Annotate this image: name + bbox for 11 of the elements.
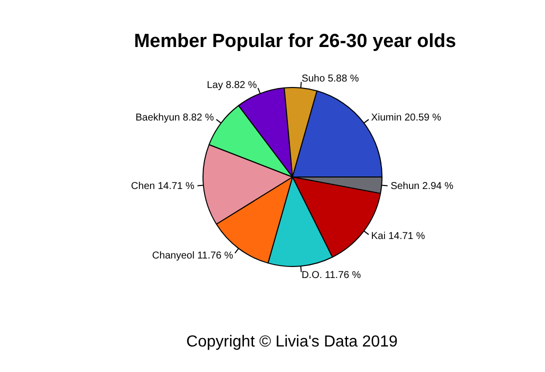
slice-label: Chanyeol 11.76 % [152, 250, 234, 262]
slice-label: Chen 14.71 % [131, 180, 195, 192]
slice-label: Baekhyun 8.82 % [136, 112, 214, 124]
chart-title: Member Popular for 26-30 year olds [134, 31, 456, 52]
text: Copyright © Livia's Data 2019 [186, 333, 398, 350]
slice-label: D.O. 11.76 % [302, 270, 361, 281]
slice-label: Kai 14.71 % [371, 231, 426, 242]
slice-label: Lay 8.82 % [206, 80, 258, 91]
slice-label: Sehun 2.94 % [390, 180, 454, 192]
slice-label: Suho 5.88 % [302, 74, 359, 85]
slice-label: Xiumin 20.59 % [371, 112, 442, 124]
